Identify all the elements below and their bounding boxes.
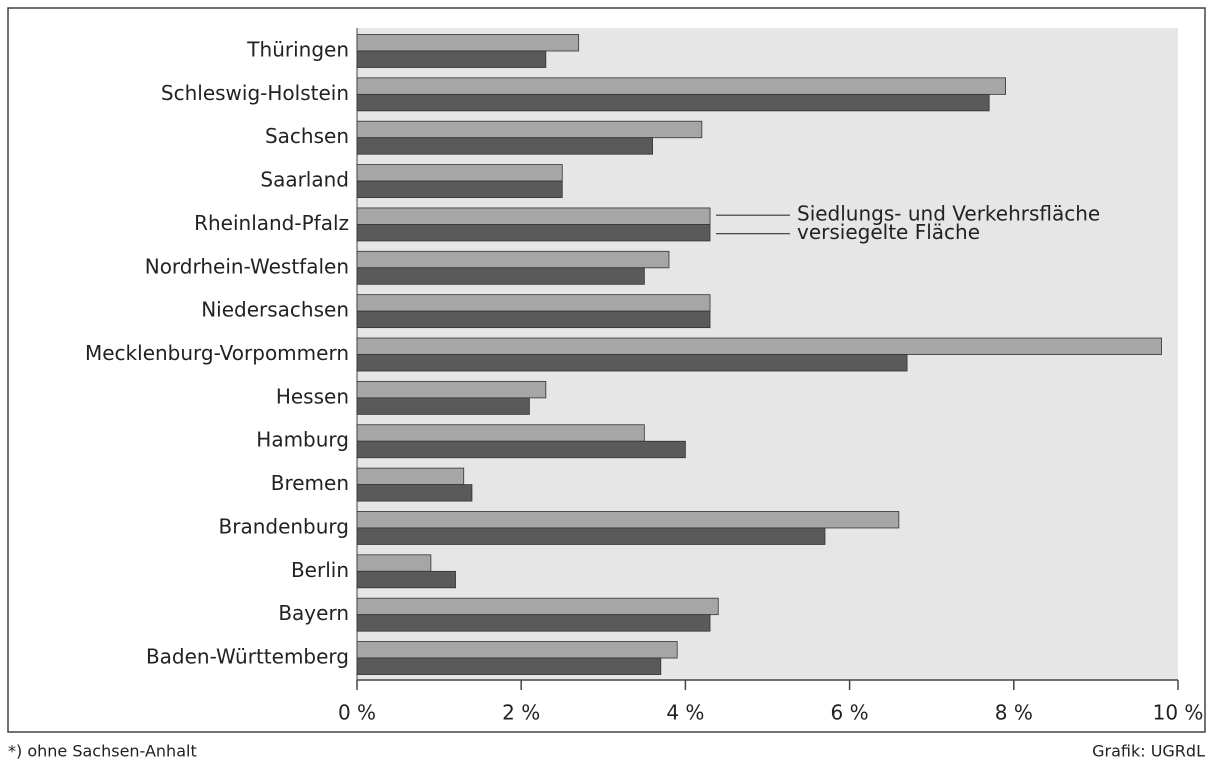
- bar: [356, 34, 580, 52]
- bar: [356, 137, 653, 155]
- x-tick-label: 10 %: [1153, 701, 1204, 725]
- bar: [356, 597, 719, 616]
- bar: [356, 164, 563, 182]
- x-tick-label: 0 %: [338, 701, 376, 725]
- y-tick-label: Niedersachsen: [201, 298, 349, 322]
- source: Grafik: UGRdL: [1092, 742, 1205, 761]
- bar: [356, 397, 530, 415]
- y-tick-label: Schleswig-Holstein: [161, 81, 349, 105]
- y-tick-label: Saarland: [260, 168, 349, 192]
- bar: [356, 440, 686, 459]
- bar: [356, 380, 547, 399]
- bar: [356, 570, 456, 589]
- bar: [356, 554, 432, 572]
- bar: [356, 511, 900, 529]
- y-tick-label: Hessen: [276, 384, 349, 408]
- bar: [356, 484, 473, 502]
- y-tick-label: Nordrhein-Westfalen: [145, 254, 349, 278]
- bar: [356, 310, 711, 329]
- bar: [356, 93, 990, 112]
- bar: [356, 294, 711, 312]
- bar: [356, 527, 826, 545]
- bar: [356, 180, 563, 198]
- legend-label: Siedlungs- und Verkehrsfläche: [797, 202, 1100, 226]
- bar: [356, 120, 703, 139]
- y-tick-label: Bremen: [271, 471, 349, 495]
- bar: [356, 50, 547, 68]
- legend-label: versiegelte Fläche: [797, 220, 980, 244]
- bar: [356, 207, 711, 225]
- footnote: *) ohne Sachsen-Anhalt: [8, 742, 197, 761]
- bar: [356, 77, 1006, 95]
- y-tick-label: Mecklenburg-Vorpommern: [85, 341, 349, 365]
- bar: [356, 224, 711, 242]
- bar: [356, 424, 645, 442]
- x-tick-label: 2 %: [502, 701, 540, 725]
- y-tick-label: Thüringen: [246, 38, 349, 62]
- y-tick-label: Rheinland-Pfalz: [194, 211, 349, 235]
- x-tick-label: 6 %: [831, 701, 869, 725]
- y-tick-label: Sachsen: [265, 124, 349, 148]
- y-tick-label: Brandenburg: [219, 514, 350, 538]
- bar: [356, 641, 678, 659]
- bar: [356, 614, 711, 632]
- bar: [356, 354, 908, 372]
- bar: [356, 467, 465, 486]
- y-tick-label: Baden-Württemberg: [146, 645, 349, 669]
- x-tick-label: 8 %: [995, 701, 1033, 725]
- y-tick-label: Berlin: [291, 558, 349, 582]
- bar: [356, 267, 645, 285]
- bar: [356, 250, 670, 269]
- y-tick-label: Bayern: [278, 601, 349, 625]
- bar: [356, 657, 662, 675]
- x-tick-label: 4 %: [666, 701, 704, 725]
- y-tick-label: Hamburg: [256, 428, 349, 452]
- bar: [356, 337, 1162, 355]
